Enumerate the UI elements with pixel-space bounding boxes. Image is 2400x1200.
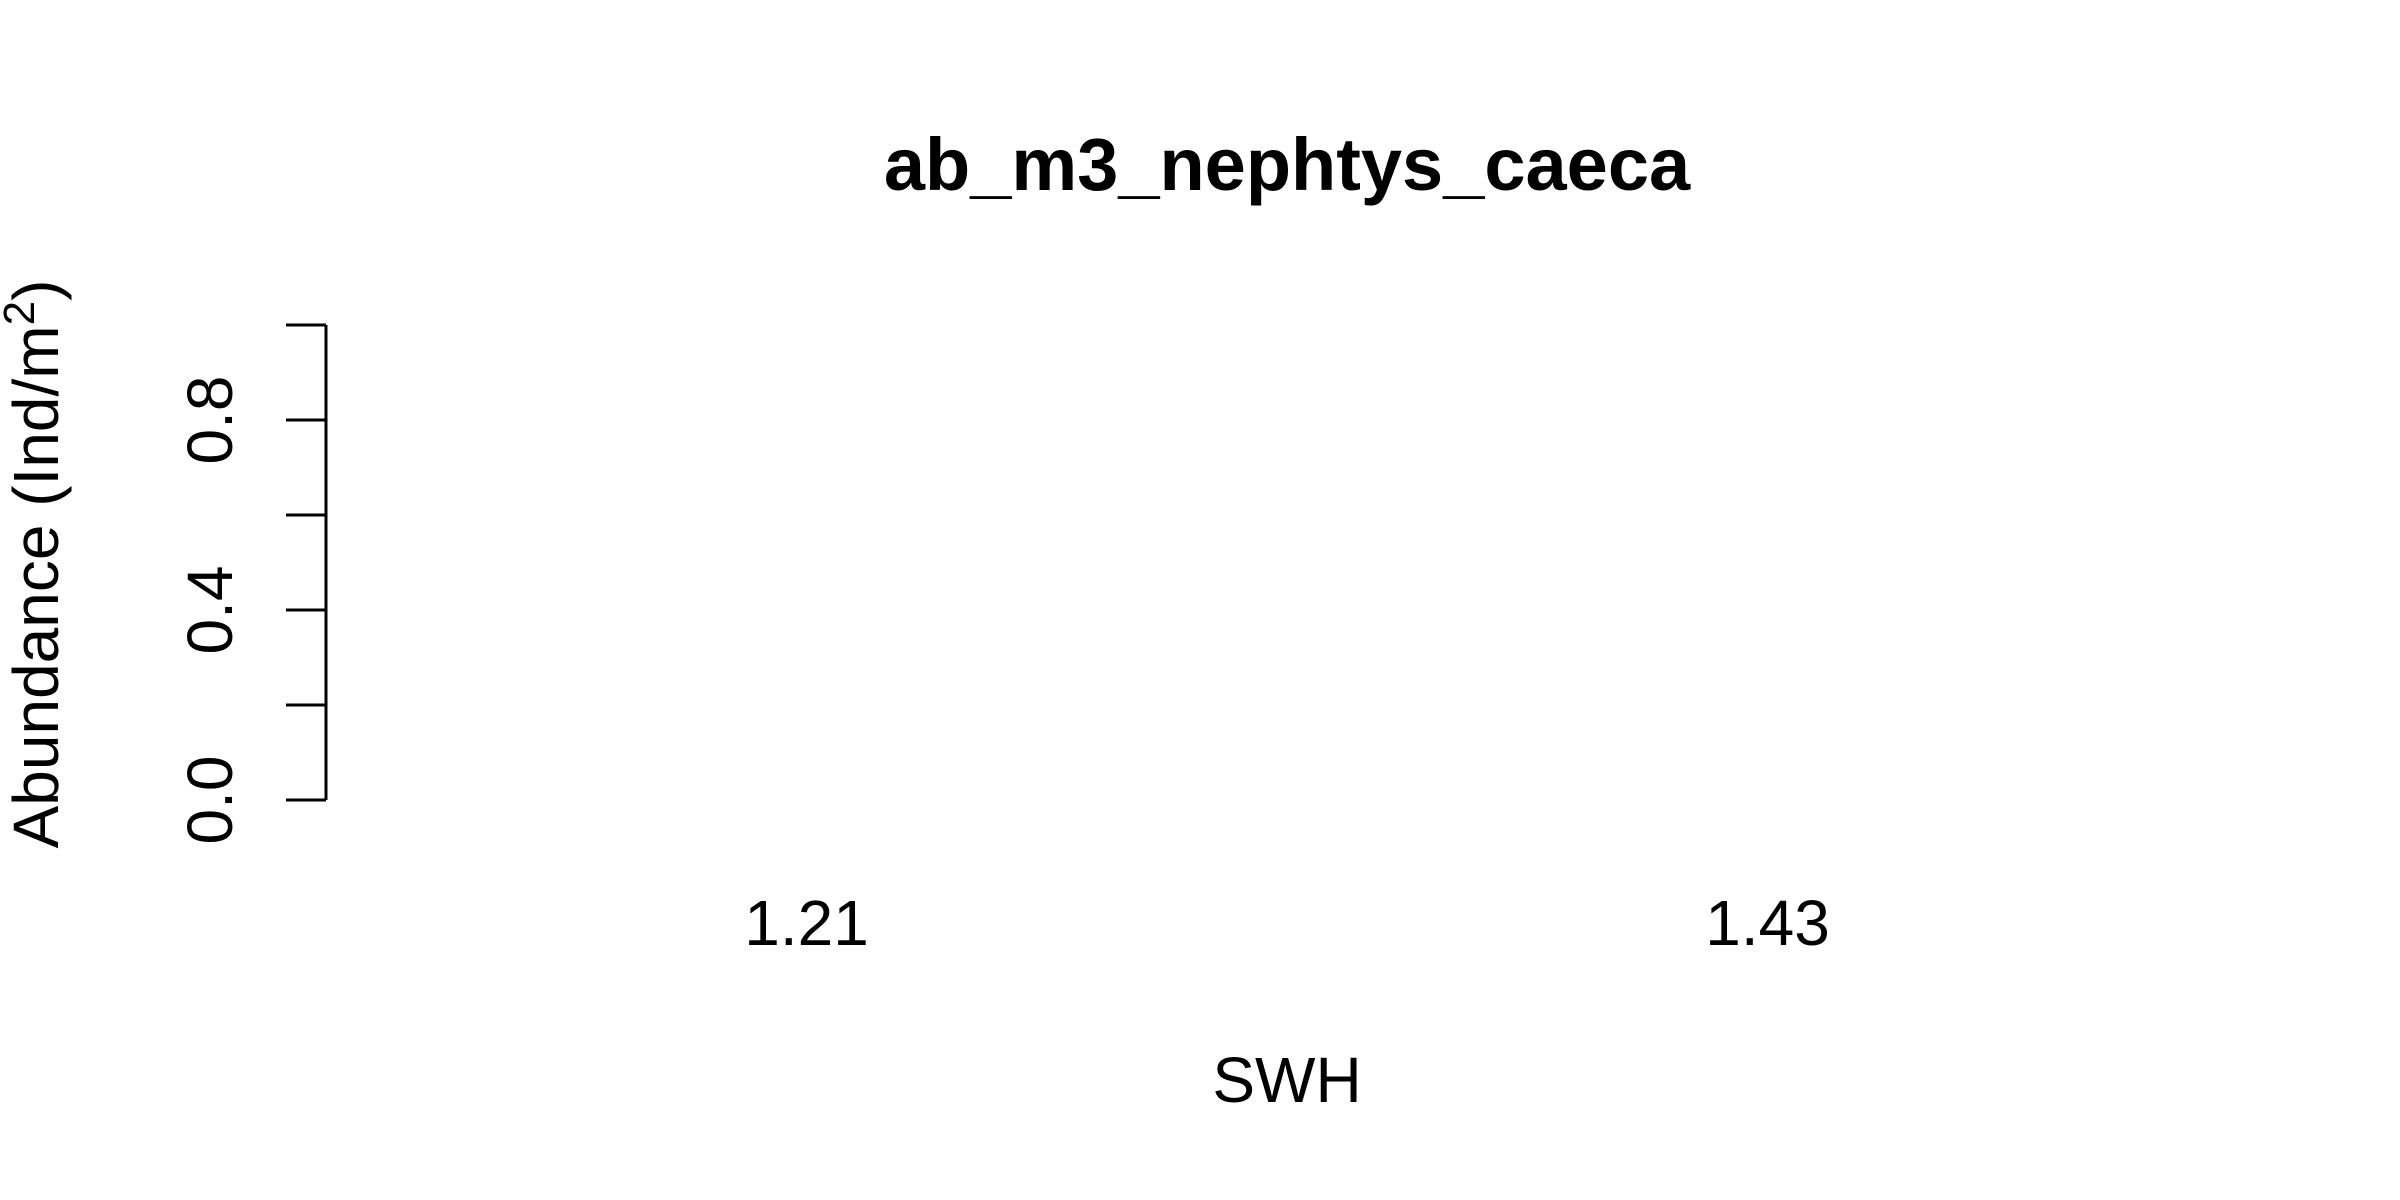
y-axis-label-superscript: 2	[0, 301, 44, 325]
y-axis-label-close: )	[0, 280, 72, 301]
x-tick-label: 1.43	[1705, 887, 1830, 959]
x-tick-labels: 1.21 1.43	[744, 887, 1830, 959]
x-tick-label: 1.21	[744, 887, 869, 959]
y-axis: 0.0 0.4 0.8	[174, 323, 328, 845]
y-tick-label: 0.4	[174, 566, 246, 655]
y-axis-label-main: Abundance (Ind/m	[0, 325, 72, 848]
chart-title: ab_m3_nephtys_caeca	[884, 123, 1691, 206]
y-tick-label: 0.8	[174, 376, 246, 465]
x-axis-label: SWH	[1212, 1044, 1361, 1116]
y-axis-label: Abundance (Ind/m2)	[0, 280, 72, 849]
y-tick-label: 0.0	[174, 756, 246, 845]
